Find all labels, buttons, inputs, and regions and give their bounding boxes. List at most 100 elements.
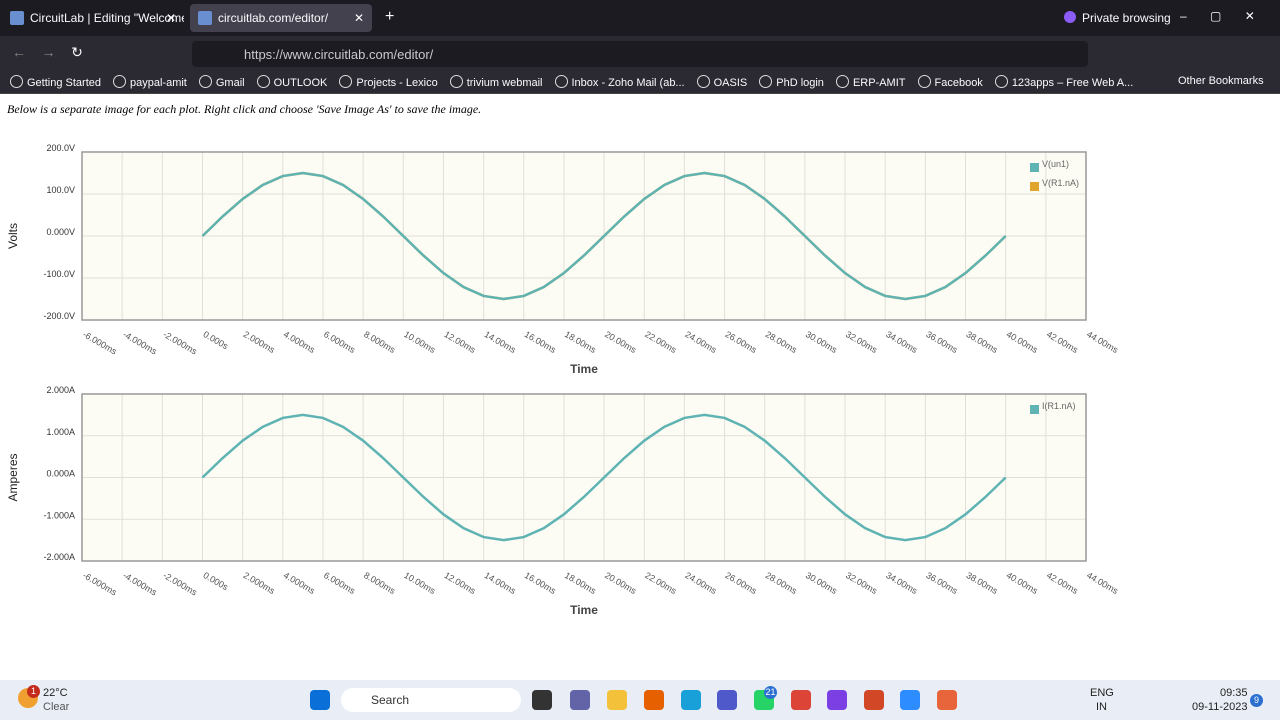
x-tick-label: 36.00ms [924,570,959,596]
series-line [201,413,1007,542]
app-icon[interactable] [532,690,552,710]
new-tab[interactable]: + [385,8,395,25]
x-tick-label: 16.00ms [523,329,558,355]
x-tick-label: 16.00ms [523,570,558,596]
x-tick-label: 6.000ms [322,570,357,596]
app-icon[interactable] [791,690,811,710]
url: https://www.circuitlab.com/editor/ [244,46,434,62]
bookmark[interactable]: PhD login [759,75,824,89]
app-icon[interactable] [827,690,847,710]
x-tick-label: 10.00ms [402,329,437,355]
legend-swatch [1030,163,1039,172]
y-tick-label: -100.0V [43,269,75,279]
x-tick-label: 20.00ms [603,329,638,355]
legend-swatch [1030,182,1039,191]
app-icon[interactable] [644,690,664,710]
bookmark[interactable]: Facebook [918,75,983,89]
language[interactable]: ENG [1090,687,1114,699]
url-bar[interactable]: https://www.circuitlab.com/editor/ [192,41,1088,67]
legend-swatch [1030,405,1039,414]
x-tick-label: 30.00ms [804,570,839,596]
x-tick-label: 38.00ms [965,329,1000,355]
y-axis-label: Volts [6,223,20,249]
y-tick-label: 0.000V [46,227,75,237]
bookmark[interactable]: 123apps – Free Web A... [995,75,1133,89]
tab[interactable]: circuitlab.com/editor/✕ [190,4,372,32]
private-icon [1064,11,1076,23]
y-tick-label: 2.000A [46,385,75,395]
x-tick-label: 4.000ms [282,329,317,355]
app-icon[interactable] [717,690,737,710]
bookmark[interactable]: Inbox - Zoho Mail (ab... [555,75,685,89]
window-controls[interactable]: – ▢ ✕ [1180,9,1255,23]
app-icon[interactable] [607,690,627,710]
tab[interactable]: CircuitLab | Editing "Welcome t ✕ [2,4,184,32]
x-tick-label: 34.00ms [884,570,919,596]
app-icon[interactable] [937,690,957,710]
bookmark[interactable]: Projects - Lexico [339,75,437,89]
start[interactable] [310,690,330,710]
legend-label: I(R1.nA) [1042,401,1076,411]
private-label: Private browsing [1082,11,1171,25]
other-bookmarks[interactable]: Other Bookmarks [1178,75,1264,87]
bookmark[interactable]: trivium webmail [450,75,543,89]
bookmark[interactable]: ERP-AMIT [836,75,906,89]
x-tick-label: 36.00ms [924,329,959,355]
bookmark[interactable]: paypal-amit [113,75,187,89]
x-tick-label: -4.000ms [121,570,159,598]
x-tick-label: 32.00ms [844,329,879,355]
y-tick-label: -2.000A [43,552,75,562]
x-tick-label: 32.00ms [844,570,879,596]
x-tick-label: 44.00ms [1085,570,1120,596]
bookmark[interactable]: OASIS [697,75,748,89]
legend-label: V(R1.nA) [1042,178,1079,188]
x-tick-label: 18.00ms [563,570,598,596]
app-icon[interactable] [681,690,701,710]
x-tick-label: -6.000ms [81,570,119,598]
region: IN [1096,701,1107,713]
x-tick-label: 4.000ms [282,570,317,596]
search-box[interactable]: Search [341,688,521,712]
bookmark[interactable]: Gmail [199,75,245,89]
y-tick-label: 100.0V [46,185,75,195]
x-tick-label: 30.00ms [804,329,839,355]
x-tick-label: 12.00ms [442,329,477,355]
plot-frame [81,393,1087,562]
notification-badge[interactable]: 9 [1250,694,1263,707]
page-text: Below is a separate image for each plot.… [7,102,481,116]
x-tick-label: 44.00ms [1085,329,1120,355]
x-tick-label: 14.00ms [483,329,518,355]
x-tick-label: 6.000ms [322,329,357,355]
tab-title: CircuitLab | Editing "Welcome t [30,11,184,25]
x-tick-label: 26.00ms [724,329,759,355]
x-tick-label: 24.00ms [683,329,718,355]
x-tick-label: 34.00ms [884,329,919,355]
taskbar: 1 22°C Clear Search 21 ENG IN 09:35 09-1… [0,680,1280,720]
x-tick-label: 22.00ms [643,329,678,355]
bookmarks-bar: Getting Started paypal-amit Gmail OUTLOOK Pr… [0,70,1280,94]
whatsapp-badge: 21 [764,686,777,699]
x-tick-label: 14.00ms [483,570,518,596]
app-icon[interactable] [570,690,590,710]
weather-badge: 1 [27,685,40,698]
bookmark[interactable]: Getting Started [10,75,101,89]
x-tick-label: 20.00ms [603,570,638,596]
x-tick-label: 8.000ms [362,329,397,355]
app-icon[interactable] [864,690,884,710]
nav-buttons[interactable]: ← → ↻ [12,44,83,60]
x-tick-label: 12.00ms [442,570,477,596]
app-icon[interactable] [900,690,920,710]
bookmark[interactable]: OUTLOOK [257,75,328,89]
x-tick-label: 28.00ms [764,570,799,596]
x-tick-label: 42.00ms [1045,570,1080,596]
time[interactable]: 09:35 [1220,687,1248,699]
x-tick-label: 40.00ms [1005,329,1040,355]
weather: Clear [43,701,70,713]
x-tick-label: 24.00ms [683,570,718,596]
y-tick-label: 1.000A [46,427,75,437]
x-axis-label: Time [570,603,598,617]
date: 09-11-2023 [1192,701,1248,713]
x-tick-label: 22.00ms [643,570,678,596]
